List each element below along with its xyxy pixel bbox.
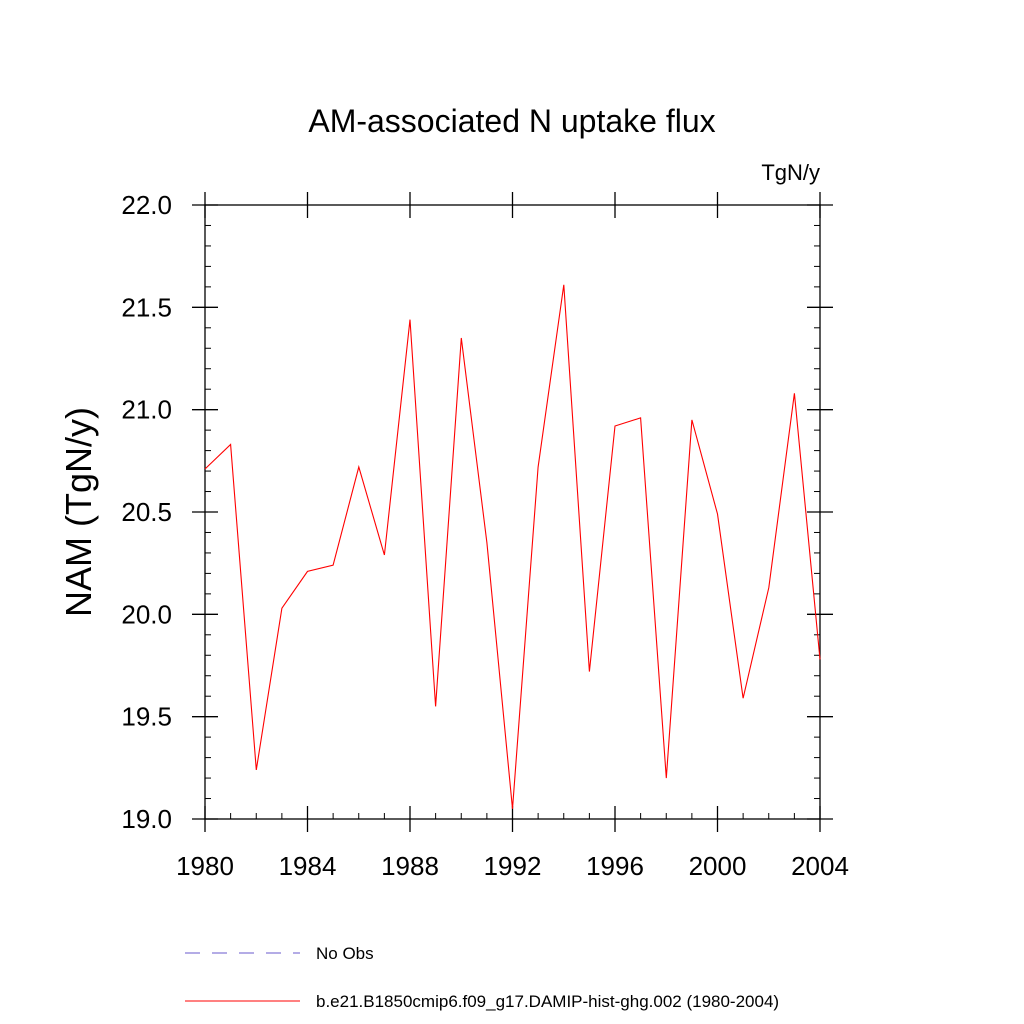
- x-tick-label: 1996: [586, 851, 644, 881]
- y-tick-label: 19.5: [121, 702, 172, 732]
- y-tick-label: 20.5: [121, 497, 172, 527]
- plot-frame: [204, 204, 821, 820]
- y-axis: 19.0 19.5 20.0 20.5 21.0 21.5 22.0: [121, 190, 833, 834]
- x-tick-label: 1992: [484, 851, 542, 881]
- chart-title: AM-associated N uptake flux: [308, 103, 715, 139]
- y-tick-label: 19.0: [121, 804, 172, 834]
- legend-model-label: b.e21.B1850cmip6.f09_g17.DAMIP-hist-ghg.…: [316, 992, 779, 1011]
- y-tick-label: 21.0: [121, 395, 172, 425]
- series-line: [204, 284, 821, 809]
- x-tick-label: 1988: [381, 851, 439, 881]
- x-tick-label: 1980: [176, 851, 234, 881]
- y-tick-label: 22.0: [121, 190, 172, 220]
- y-tick-label: 21.5: [121, 292, 172, 322]
- units-label: TgN/y: [761, 160, 820, 185]
- y-axis-label: NAM (TgN/y): [58, 407, 99, 617]
- x-tick-label: 2004: [791, 851, 849, 881]
- x-axis: 1980 1984 1988 1992 1996 2000 2004: [176, 192, 849, 881]
- y-minor-ticks: [205, 224, 820, 800]
- y-tick-label: 20.0: [121, 599, 172, 629]
- legend-no-obs-label: No Obs: [316, 944, 374, 963]
- x-tick-label: 2000: [689, 851, 747, 881]
- legend: No Obs b.e21.B1850cmip6.f09_g17.DAMIP-hi…: [185, 944, 779, 1011]
- x-tick-label: 1984: [279, 851, 337, 881]
- series-group: [204, 284, 821, 809]
